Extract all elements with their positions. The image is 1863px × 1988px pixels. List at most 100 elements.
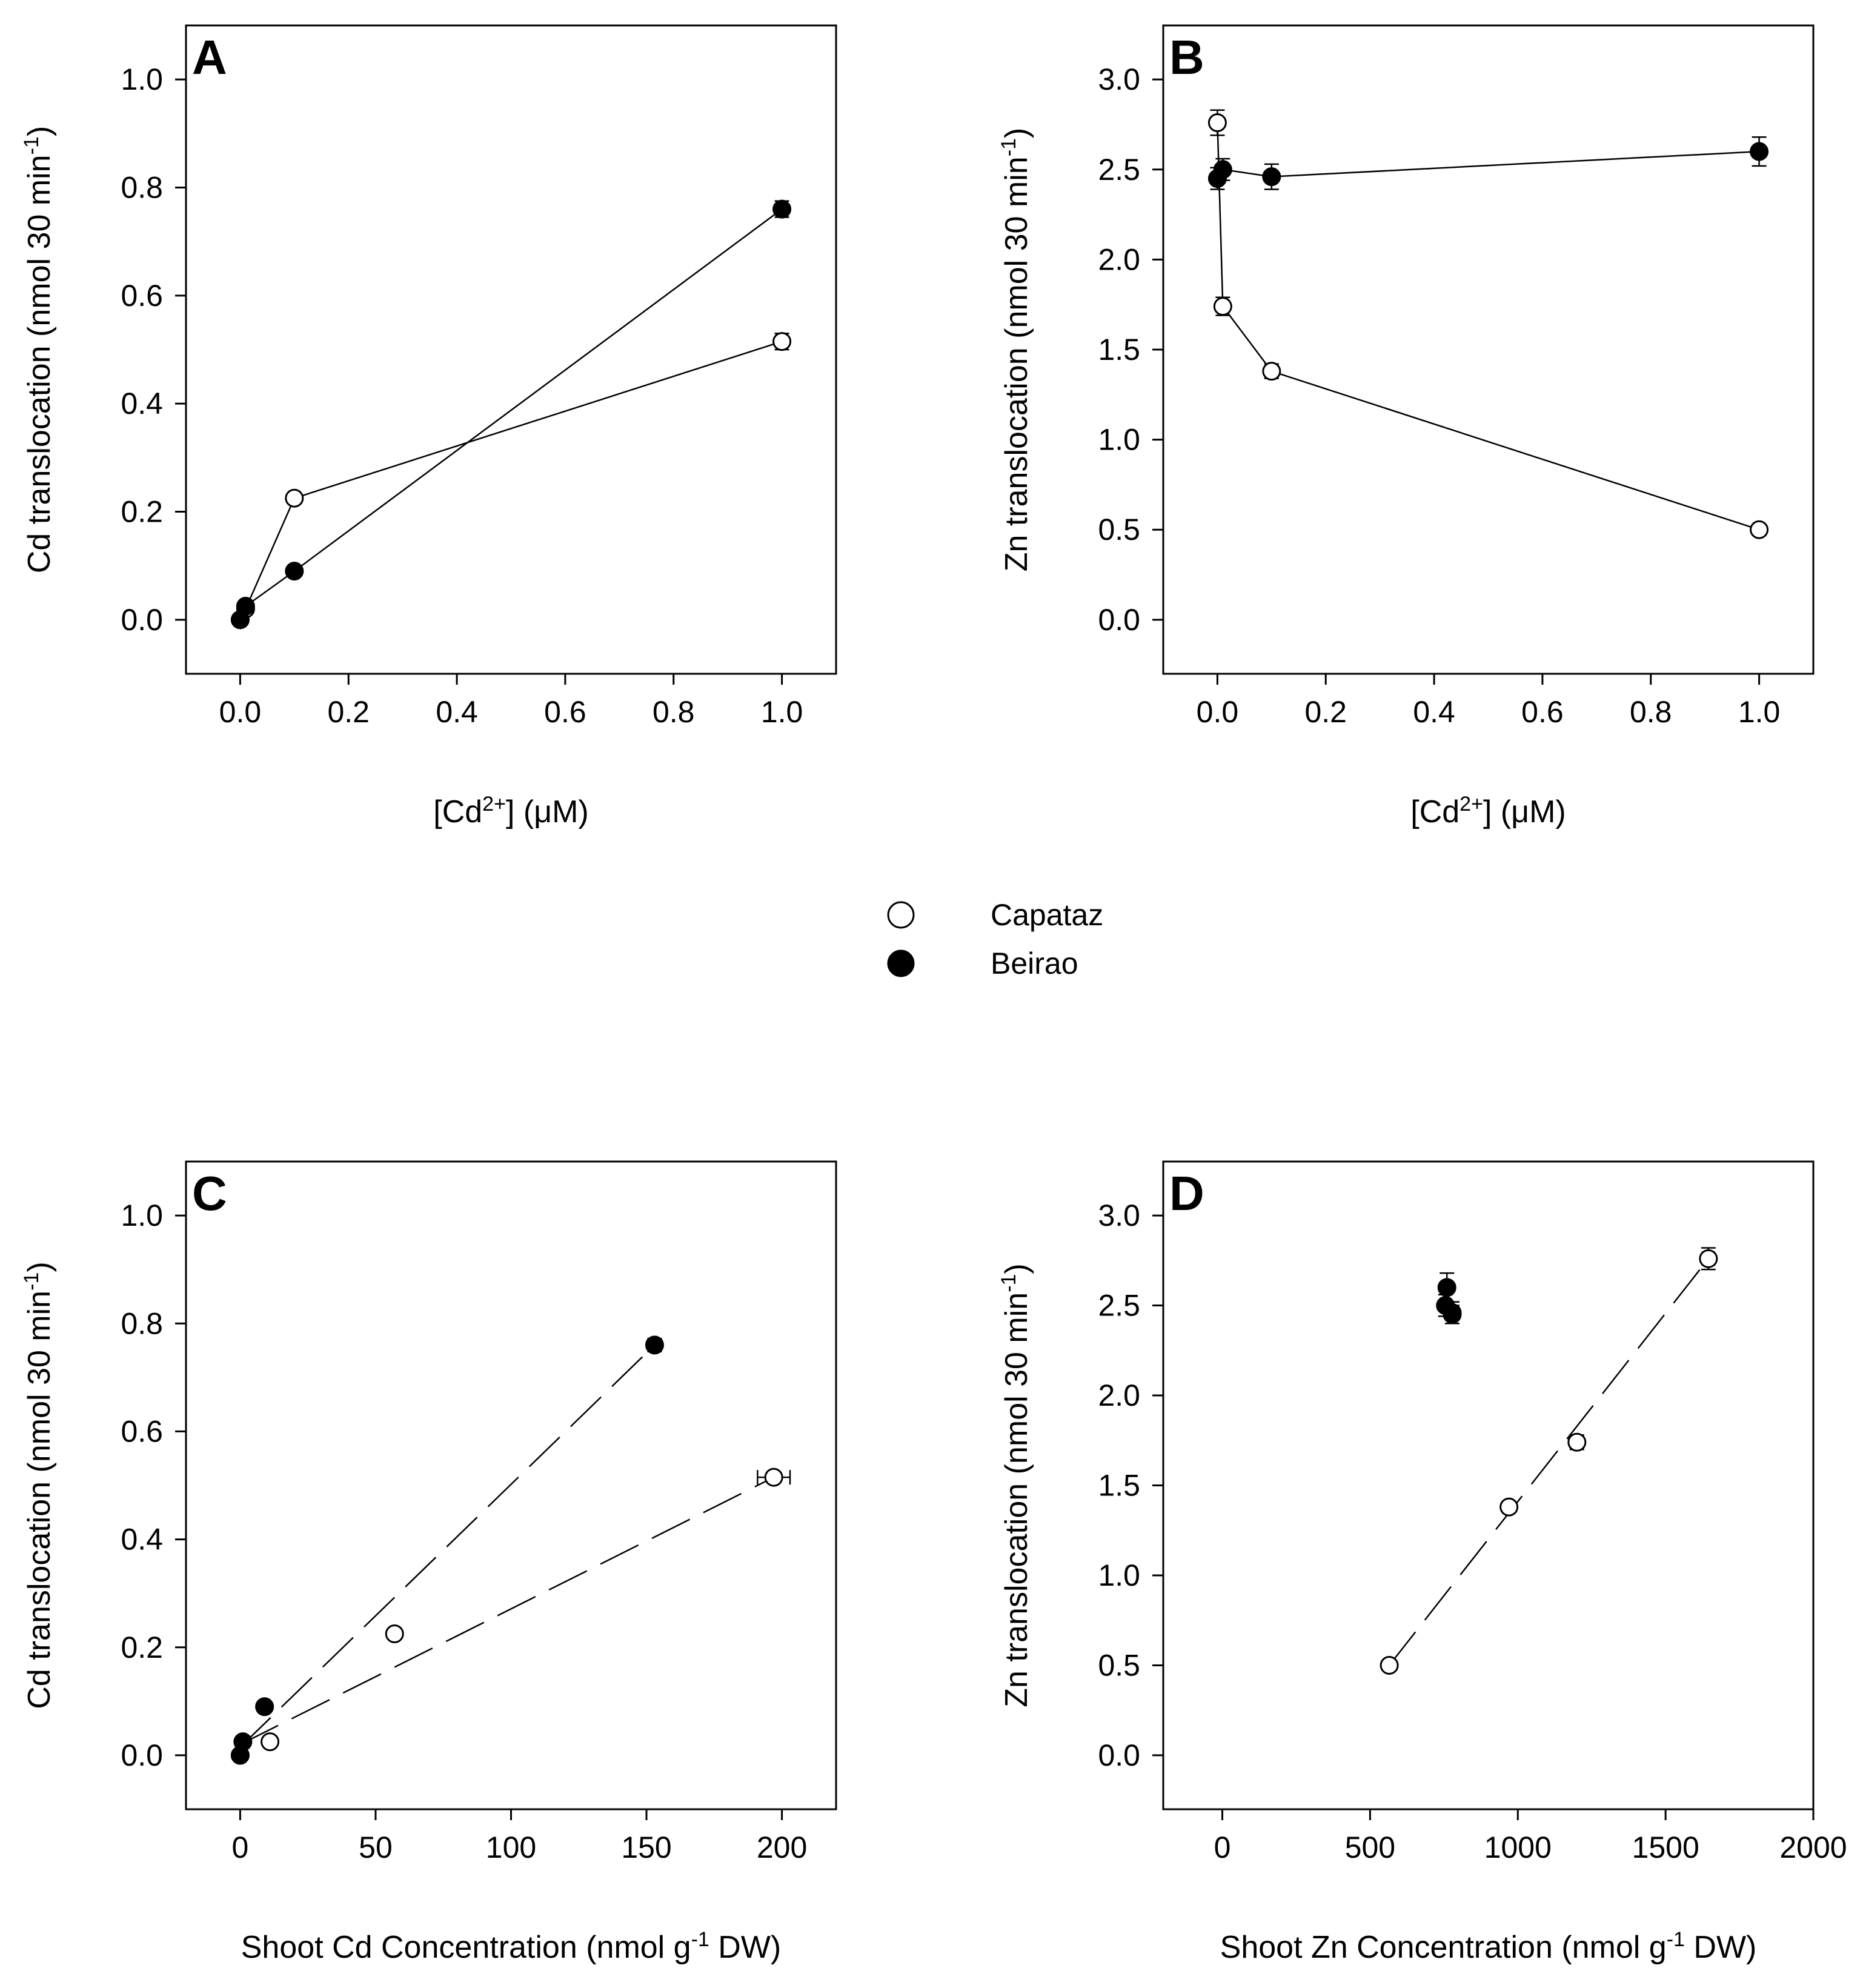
legend-capataz-label: Capataz [991,898,1103,932]
y-tick-label: 0.4 [121,1523,163,1557]
x-tick-label: 0.4 [436,695,478,729]
y-tick-label: 3.0 [1098,62,1140,96]
legend: Capataz Beirao [887,898,1103,980]
x-axis-title: [Cd2+] (μM) [1410,793,1566,829]
y-tick-label: 0.8 [121,1306,163,1340]
data-point-capataz [1262,362,1281,381]
x-tick-label: 0.0 [219,695,262,729]
y-tick-label: 0.0 [121,1738,163,1772]
y-tick-label: 0.5 [1098,513,1140,547]
panel-label: C [192,1166,227,1220]
data-point-capataz [261,1732,280,1752]
data-point-beirao [645,1335,664,1355]
x-axis-title: Shoot Cd Concentration (nmol g-1 DW) [241,1928,782,1965]
x-tick-label: 50 [359,1830,393,1864]
x-tick-label: 1000 [1484,1830,1552,1864]
fit-line-capataz [239,1477,774,1746]
y-tick-label: 1.5 [1098,1469,1140,1503]
y-tick-label: 1.5 [1098,333,1140,367]
data-point-beirao [772,199,792,219]
panel-label: D [1169,1166,1204,1220]
y-tick-label: 1.0 [121,62,163,96]
fit-line-beirao [239,1344,656,1748]
x-tick-label: 0.6 [544,695,586,729]
x-axis-title: Shoot Zn Concentration (nmol g-1 DW) [1220,1928,1757,1965]
x-tick-label: 1500 [1632,1830,1699,1864]
data-point-beirao [1213,160,1232,179]
panel-label: A [192,30,227,84]
data-point-capataz [1207,113,1227,132]
x-tick-label: 150 [621,1830,671,1864]
data-point-capataz [1750,520,1769,539]
y-tick-label: 0.6 [121,1414,163,1448]
data-point-capataz [772,332,792,351]
data-point-capataz [1499,1497,1519,1517]
panel-b: 0.0 0.2 0.4 0.6 0.8 1.0 0.0 0.5 1.0 1.5 2.0 2.5 3.0 B… [997,24,1815,829]
data-point-capataz [1213,297,1232,316]
data-point-capataz [1380,1655,1399,1675]
x-tick-label: 2000 [1779,1830,1847,1864]
y-axis-title: Zn translocation (nmol 30 min-1) [997,128,1034,572]
fit-line-capataz [1389,1258,1709,1666]
chart-panels: 0.0 0.2 0.4 0.6 0.8 1.0 0.0 0.2 0.4 0.6 0.8 1.0 A [Cd… [20,24,1847,1965]
data-point-beirao [233,1732,253,1752]
y-tick-label: 2.5 [1098,1289,1140,1323]
y-tick-label: 0.0 [121,603,163,637]
x-tick-label: 200 [757,1830,807,1864]
y-tick-label: 0.5 [1098,1648,1140,1682]
y-tick-label: 0.2 [121,495,163,529]
y-tick-label: 2.5 [1098,153,1140,187]
legend-beirao-marker [887,949,915,977]
y-axis-title: Zn translocation (nmol 30 min-1) [997,1263,1034,1707]
data-point-beirao [1262,167,1281,187]
panel-a: 0.0 0.2 0.4 0.6 0.8 1.0 0.0 0.2 0.4 0.6 0.8 1.0 A [Cd… [20,24,837,829]
y-tick-label: 0.8 [121,171,163,205]
y-axis-title: Cd translocation (nmol 30 min-1) [20,126,57,573]
y-axis-title: Cd translocation (nmol 30 min-1) [20,1262,57,1709]
plot-frame [185,24,837,675]
data-point-capataz [764,1468,783,1487]
y-tick-label: 0.2 [121,1631,163,1664]
x-tick-label: 0.8 [1630,695,1672,729]
y-tick-label: 2.0 [1098,1378,1140,1412]
x-tick-label: 0.2 [1304,695,1347,729]
x-tick-label: 0.4 [1413,695,1455,729]
y-tick-label: 1.0 [121,1198,163,1232]
y-tick-label: 3.0 [1098,1198,1140,1232]
data-point-beirao [1443,1303,1462,1322]
x-tick-label: 0.2 [327,695,370,729]
x-tick-label: 500 [1345,1830,1395,1864]
data-point-capataz [385,1624,404,1643]
x-tick-label: 0.0 [1197,695,1239,729]
x-tick-label: 100 [486,1830,536,1864]
y-tick-label: 0.0 [1098,603,1140,637]
x-axis-title: [Cd2+] (μM) [433,793,589,829]
panel-d: 0 500 1000 1500 2000 0.0 0.5 1.0 1.5 2.0 2.5 3.0 D Sh… [997,1160,1847,1965]
data-point-beirao [255,1697,274,1717]
legend-capataz-marker [887,901,915,929]
panel-label: B [1169,30,1204,84]
x-tick-label: 0.8 [653,695,695,729]
data-point-beirao [1437,1278,1456,1297]
data-point-beirao [236,597,255,616]
x-tick-label: 0.6 [1521,695,1564,729]
x-tick-label: 0 [1214,1830,1231,1864]
y-tick-label: 0.6 [121,279,163,313]
data-point-capataz [1699,1249,1718,1268]
y-tick-label: 0.0 [1098,1738,1140,1772]
x-tick-label: 0 [232,1830,249,1864]
x-tick-label: 1.0 [761,695,803,729]
x-tick-label: 1.0 [1738,695,1781,729]
data-point-beirao [285,562,304,581]
legend-beirao-label: Beirao [991,946,1078,980]
y-tick-label: 0.4 [121,387,163,421]
data-point-beirao [1750,142,1769,161]
series-line-capataz [1217,122,1759,531]
y-tick-label: 1.0 [1098,1558,1140,1592]
panel-c: 0 50 100 150 200 0.0 0.2 0.4 0.6 0.8 1.0 C Shoot Cd … [20,1160,837,1965]
y-tick-label: 2.0 [1098,242,1140,276]
data-point-capataz [285,488,304,508]
y-tick-label: 1.0 [1098,423,1140,457]
